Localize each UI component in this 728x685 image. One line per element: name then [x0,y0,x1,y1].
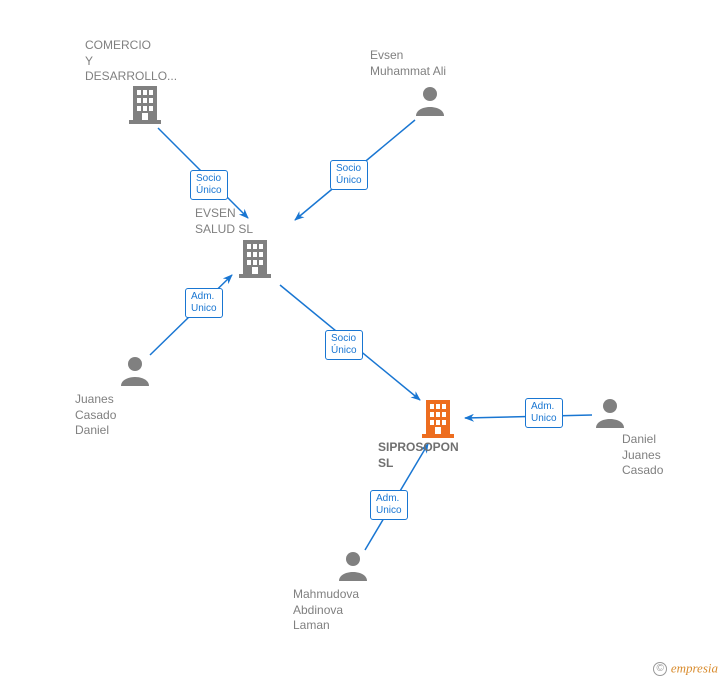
edge-label-juanes-evsen_salud: Adm. Unico [185,288,223,318]
copyright-symbol: © [653,662,667,676]
edge-label-evsen_p-evsen_salud: Socio Único [330,160,368,190]
person-icon-mahmudova[interactable] [339,552,367,581]
brand-name: empresia [671,661,718,676]
watermark: © empresia [653,660,718,677]
company-icon-comercio[interactable] [129,86,161,124]
node-label-juanes: Juanes Casado Daniel [75,392,195,439]
company-icon-siprosopon[interactable] [422,400,454,438]
person-icon-daniel[interactable] [596,399,624,428]
edge-label-comercio-evsen_salud: Socio Único [190,170,228,200]
person-icon-evsen_p[interactable] [416,87,444,116]
edge-label-daniel-siprosopon: Adm. Unico [525,398,563,428]
company-icon-evsen_salud[interactable] [239,240,271,278]
node-label-evsen_salud: EVSEN SALUD SL [195,206,315,237]
diagram-canvas [0,0,728,685]
node-label-daniel: Daniel Juanes Casado [622,432,702,479]
edge-label-evsen_salud-siprosopon: Socio Único [325,330,363,360]
person-icon-juanes[interactable] [121,357,149,386]
node-label-evsen_p: Evsen Muhammat Ali [370,48,490,79]
node-label-mahmudova: Mahmudova Abdinova Laman [293,587,413,634]
edge-label-mahmudova-siprosopon: Adm. Unico [370,490,408,520]
node-label-comercio: COMERCIO Y DESARROLLO... [85,38,205,85]
node-label-siprosopon: SIPROSOPON SL [378,440,498,471]
